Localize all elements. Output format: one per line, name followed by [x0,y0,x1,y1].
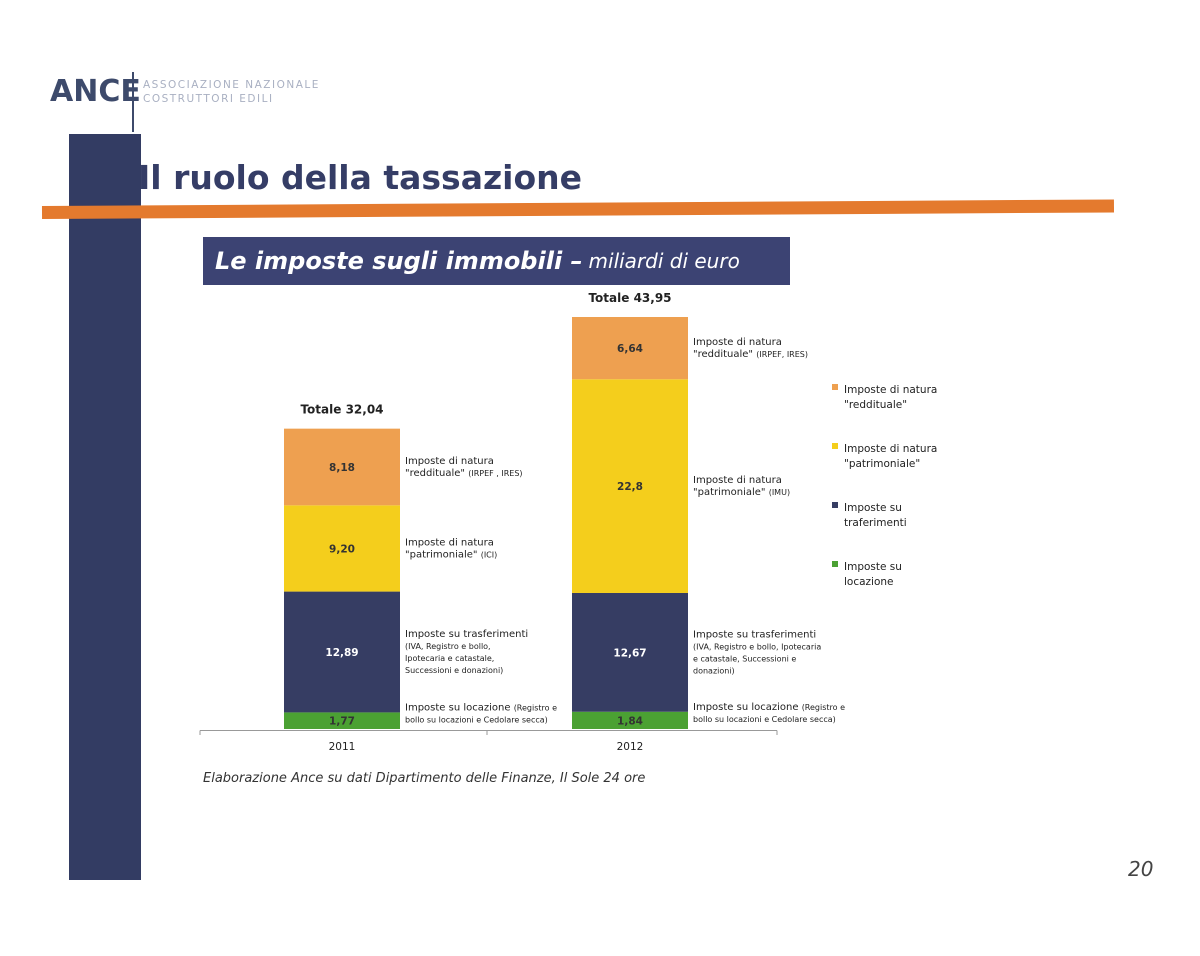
segment-annotation: "reddituale" (IRPEF , IRES) [405,468,523,479]
legend-swatch-imposte-di-natura-patrimoniale [832,443,838,449]
page-title: Il ruolo della tassazione [138,158,583,197]
bar-segment-imposte-di-natura-reddituale-2011 [284,428,400,506]
bar-total-label: Totale 43,95 [588,291,671,305]
bar-value-label: 22,8 [617,481,643,493]
segment-annotation: Imposte di natura [405,537,494,548]
segment-annotation: e catastale, Successioni e [693,654,796,663]
legend-label: locazione [844,576,894,588]
bar-value-label: 8,18 [329,462,355,474]
legend-swatch-imposte-su-locazione [832,561,838,567]
legend-label: Imposte di natura [844,384,937,396]
bar-segment-imposte-di-natura-patrimoniale-2012 [572,379,688,593]
segment-annotation: "patrimoniale" (ICI) [405,549,497,560]
chart-unit: miliardi di euro [588,249,740,273]
segment-annotation: bollo su locazioni e Cedolare secca) [693,715,836,724]
x-tick-label: 2012 [617,741,644,753]
x-tick-label: 2011 [329,741,356,753]
bar-segment-imposte-su-locazione-2011 [284,712,400,729]
segment-annotation: Ipotecaria e catastale, [405,654,494,663]
bar-segment-imposte-su-traferimenti-2012 [572,592,688,712]
segment-annotation: Imposte di natura [693,337,782,348]
segment-annotation: Successioni e donazioni) [405,666,503,675]
legend-label: "patrimoniale" [844,458,920,470]
segment-annotation: Imposte su locazione (Registro e [693,702,845,713]
segment-annotation: (IVA, Registro e bollo, [405,642,491,651]
bar-value-label: 6,64 [617,343,643,355]
chart-title-banner: Le imposte sugli immobili – miliardi di … [203,237,790,285]
bar-value-label: 12,67 [613,647,646,659]
bar-total-label: Totale 32,04 [300,403,383,417]
source-note: Elaborazione Ance su dati Dipartimento d… [203,771,646,786]
segment-annotation: donazioni) [693,666,735,675]
bar-value-label: 1,77 [329,716,355,728]
logo-subtitle-line2: COSTRUTTORI EDILI [143,93,274,105]
segment-annotation: Imposte su trasferimenti [405,629,528,640]
bar-value-label: 1,84 [617,715,643,727]
segment-annotation: Imposte su trasferimenti [693,629,816,640]
ance-logo: ANCE [50,74,141,109]
segment-annotation: Imposte di natura [405,456,494,467]
segment-annotation: Imposte di natura [693,475,782,486]
legend-label: "reddituale" [844,399,907,411]
legend-label: Imposte di natura [844,443,937,455]
logo-divider [132,72,134,132]
logo-subtitle-line1: ASSOCIAZIONE NAZIONALE [143,79,320,91]
segment-annotation: bollo su locazioni e Cedolare secca) [405,715,548,724]
page-number: 20 [1128,857,1154,881]
legend-swatch-imposte-su-traferimenti [832,502,838,508]
segment-annotation: "reddituale" (IRPEF, IRES) [693,349,808,360]
bar-value-label: 9,20 [329,543,355,555]
segment-annotation: "patrimoniale" (IMU) [693,487,790,498]
logo-subtitle: ASSOCIAZIONE NAZIONALE COSTRUTTORI EDILI [143,78,363,106]
legend-label: Imposte su [844,561,902,573]
legend-label: traferimenti [844,517,907,529]
bar-segment-imposte-di-natura-patrimoniale-2011 [284,505,400,592]
bar-segment-imposte-di-natura-reddituale-2012 [572,317,688,380]
bar-segment-imposte-su-locazione-2012 [572,711,688,729]
segment-annotation: (IVA, Registro e bollo, Ipotecaria [693,642,821,651]
chart-title: Le imposte sugli immobili – [215,247,583,275]
legend-swatch-imposte-di-natura-reddituale [832,384,838,390]
legend-label: Imposte su [844,502,902,514]
sidebar-bar [69,134,141,880]
bar-segment-imposte-su-traferimenti-2011 [284,591,400,713]
segment-annotation: Imposte su locazione (Registro e [405,702,557,713]
bar-value-label: 12,89 [325,647,358,659]
